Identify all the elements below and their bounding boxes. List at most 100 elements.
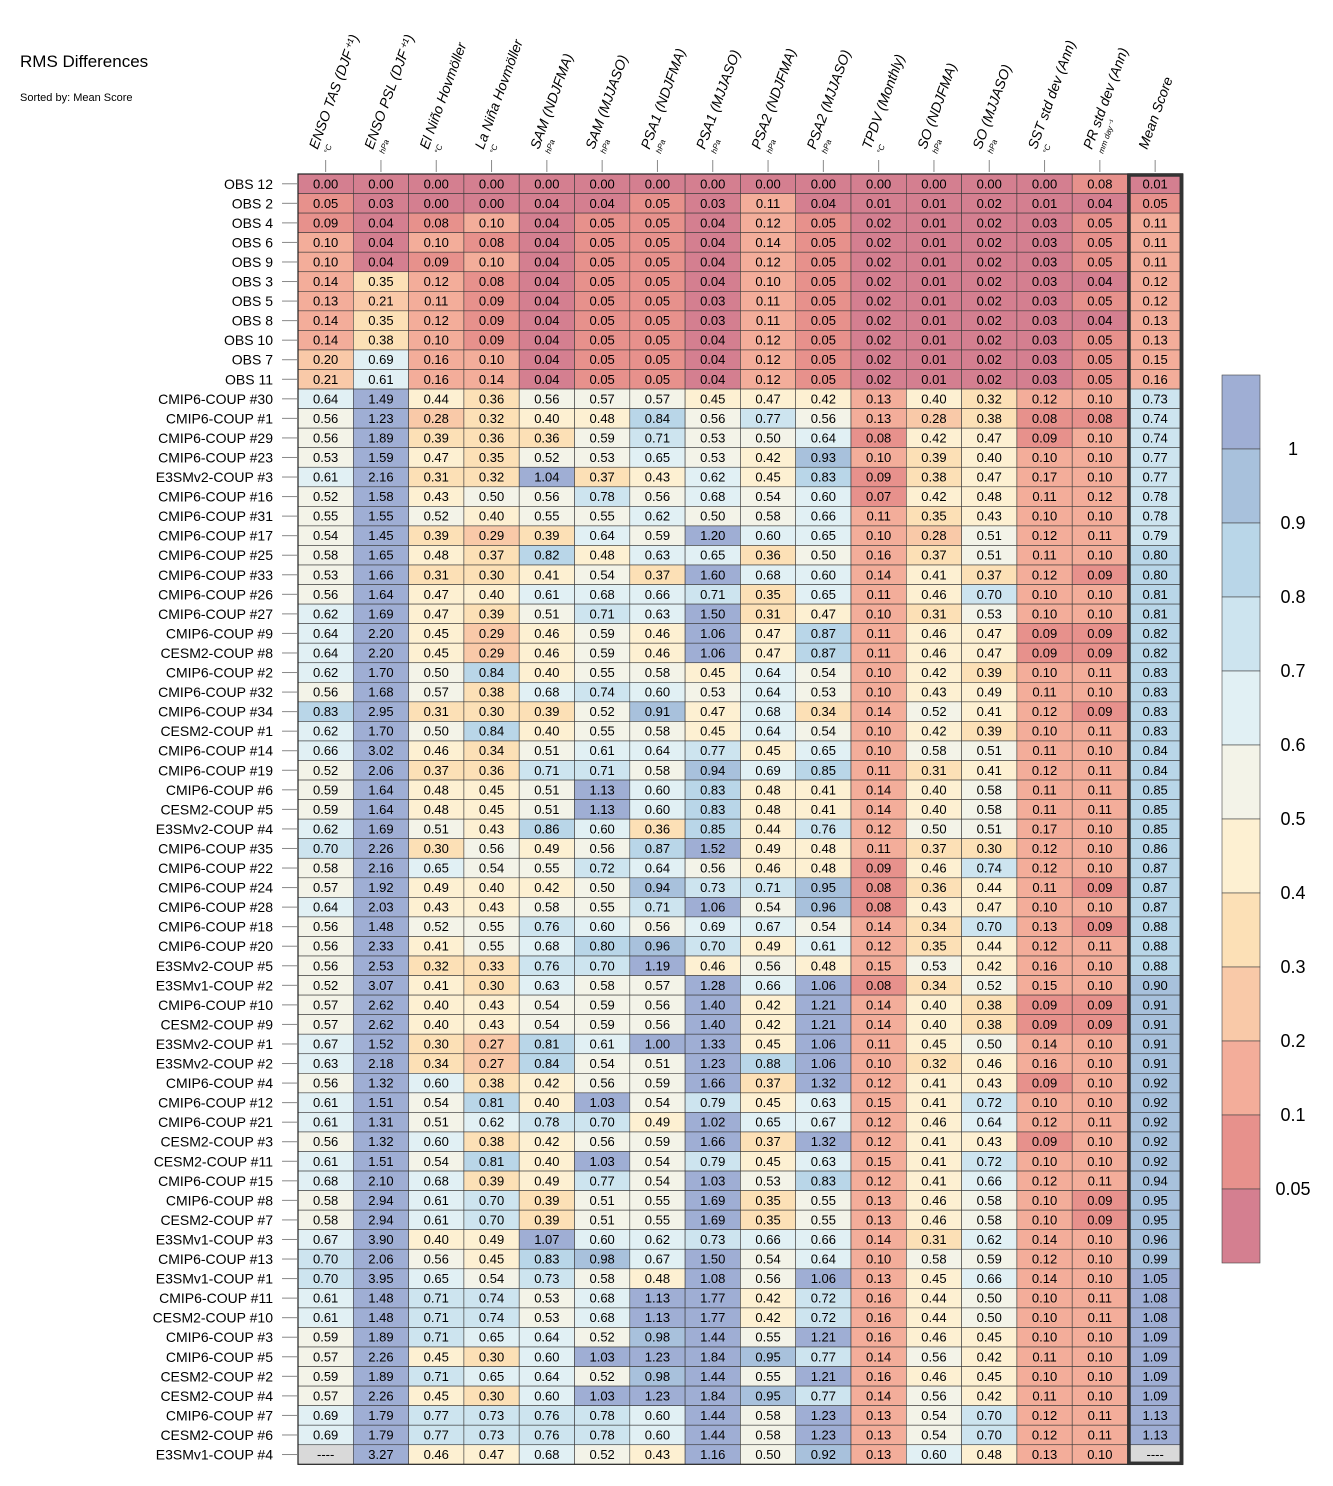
cell-value: 0.40: [534, 1154, 559, 1169]
cell-value: 0.09: [1032, 1017, 1057, 1032]
row-label: OBS 3: [232, 274, 273, 290]
cell-value: 0.77: [700, 743, 725, 758]
mean-score-highlight: [1127, 173, 1184, 1466]
cell-value: 0.59: [589, 1017, 614, 1032]
cell-value: 0.50: [424, 724, 449, 739]
cell-value: 0.39: [977, 724, 1002, 739]
cell-value: 0.02: [866, 215, 891, 230]
row-label: CMIP6-COUP #33: [158, 567, 273, 583]
cell-value: 0.43: [479, 900, 504, 915]
cell-value: 0.73: [479, 1408, 504, 1423]
row-label: OBS 7: [232, 352, 273, 368]
cell-value: 0.40: [921, 391, 946, 406]
cell-value: 0.40: [424, 997, 449, 1012]
cell-value: 0.54: [424, 1154, 449, 1169]
cell-value: 0.63: [645, 548, 670, 563]
row-label: CMIP6-COUP #8: [166, 1192, 273, 1208]
cell-value: 0.05: [811, 294, 836, 309]
cell-value: 0.56: [589, 841, 614, 856]
cell-value: 0.60: [921, 1447, 946, 1462]
cell-value: 0.55: [534, 861, 559, 876]
cell-value: 0.42: [921, 665, 946, 680]
cell-value: 0.30: [424, 841, 449, 856]
cell-value: 0.16: [424, 372, 449, 387]
cell-value: 0.68: [700, 489, 725, 504]
cell-value: 0.46: [977, 1056, 1002, 1071]
cell-value: 1.13: [645, 1310, 670, 1325]
row-label: CMIP6-COUP #7: [166, 1407, 273, 1423]
cell-value: 0.16: [866, 1330, 891, 1345]
cell-value: 3.07: [368, 978, 393, 993]
cell-value: 0.35: [368, 274, 393, 289]
cell-value: 0.36: [534, 430, 559, 445]
cell-value: 0.37: [424, 763, 449, 778]
cell-value: 0.09: [479, 313, 504, 328]
cell-value: 0.66: [755, 978, 780, 993]
cell-value: 0.61: [534, 587, 559, 602]
row-label: OBS 4: [232, 215, 273, 231]
column-unit: hPa: [931, 138, 945, 155]
row-label: CESM2-COUP #7: [160, 1212, 273, 1228]
cell-value: 0.54: [534, 1017, 559, 1032]
cell-value: 0.11: [1088, 1310, 1112, 1325]
cell-value: 0.60: [645, 1408, 670, 1423]
cell-value: 0.10: [1087, 841, 1112, 856]
cell-value: 0.09: [1087, 1017, 1112, 1032]
cell-value: 0.11: [1032, 548, 1056, 563]
column-header: TPDV (Monthly)°C: [858, 52, 907, 155]
cell-value: 1.32: [811, 1134, 836, 1149]
cell-value: 1.09: [1142, 1330, 1167, 1345]
colorbar-bin: [1221, 818, 1261, 894]
cell-value: 0.36: [479, 391, 504, 406]
cell-value: 0.02: [866, 294, 891, 309]
cell-value: 0.14: [313, 274, 338, 289]
cell-value: 0.10: [1087, 958, 1112, 973]
cell-value: 0.03: [700, 196, 725, 211]
cell-value: 0.43: [424, 489, 449, 504]
cell-value: 0.53: [700, 685, 725, 700]
cell-value: 0.12: [1032, 939, 1057, 954]
cell-value: 0.05: [589, 313, 614, 328]
cell-value: 0.61: [589, 1036, 614, 1051]
cell-value: 0.73: [479, 1427, 504, 1442]
cell-value: 0.12: [1032, 763, 1057, 778]
cell-value: 0.59: [313, 802, 338, 817]
row-label: E3SMv1-COUP #1: [156, 1271, 273, 1287]
cell-value: 0.09: [1032, 997, 1057, 1012]
cell-value: 0.11: [1032, 802, 1056, 817]
row-label: CMIP6-COUP #2: [166, 665, 273, 681]
column-header: PSA1 (NDJFMA)hPa: [637, 46, 688, 155]
cell-value: 1.59: [368, 450, 393, 465]
cell-value: 0.00: [589, 176, 614, 191]
cell-value: 0.50: [977, 1291, 1002, 1306]
cell-value: 0.58: [921, 1252, 946, 1267]
colorbar-tick-label: 0.1: [1280, 1105, 1305, 1125]
cell-value: 0.05: [645, 352, 670, 367]
cell-value: 0.10: [1032, 509, 1057, 524]
cell-value: 0.04: [534, 313, 559, 328]
cell-value: 0.43: [921, 685, 946, 700]
column-label: PSA1 (NDJFMA): [637, 46, 688, 151]
cell-value: 0.59: [645, 528, 670, 543]
cell-value: 0.10: [866, 450, 891, 465]
cell-value: 0.44: [921, 1291, 946, 1306]
cell-value: 0.56: [534, 489, 559, 504]
cell-value: 0.65: [645, 450, 670, 465]
cell-value: 0.58: [755, 1408, 780, 1423]
cell-value: 1.77: [700, 1310, 725, 1325]
cell-value: 0.63: [645, 606, 670, 621]
row-label: CMIP6-COUP #32: [158, 684, 273, 700]
cell-value: 0.46: [921, 1115, 946, 1130]
cell-value: 0.03: [368, 196, 393, 211]
cell-value: 0.43: [424, 900, 449, 915]
cell-value: 0.58: [313, 861, 338, 876]
cell-value: 0.05: [1087, 215, 1112, 230]
cell-value: 0.05: [589, 235, 614, 250]
cell-value: 0.81: [1142, 606, 1167, 621]
cell-value: 0.05: [1087, 352, 1112, 367]
cell-value: 0.81: [534, 1036, 559, 1051]
cell-value: 0.68: [534, 939, 559, 954]
cell-value: 0.63: [313, 1056, 338, 1071]
cell-value: 0.05: [811, 274, 836, 289]
colorbar-bin: [1221, 374, 1261, 450]
